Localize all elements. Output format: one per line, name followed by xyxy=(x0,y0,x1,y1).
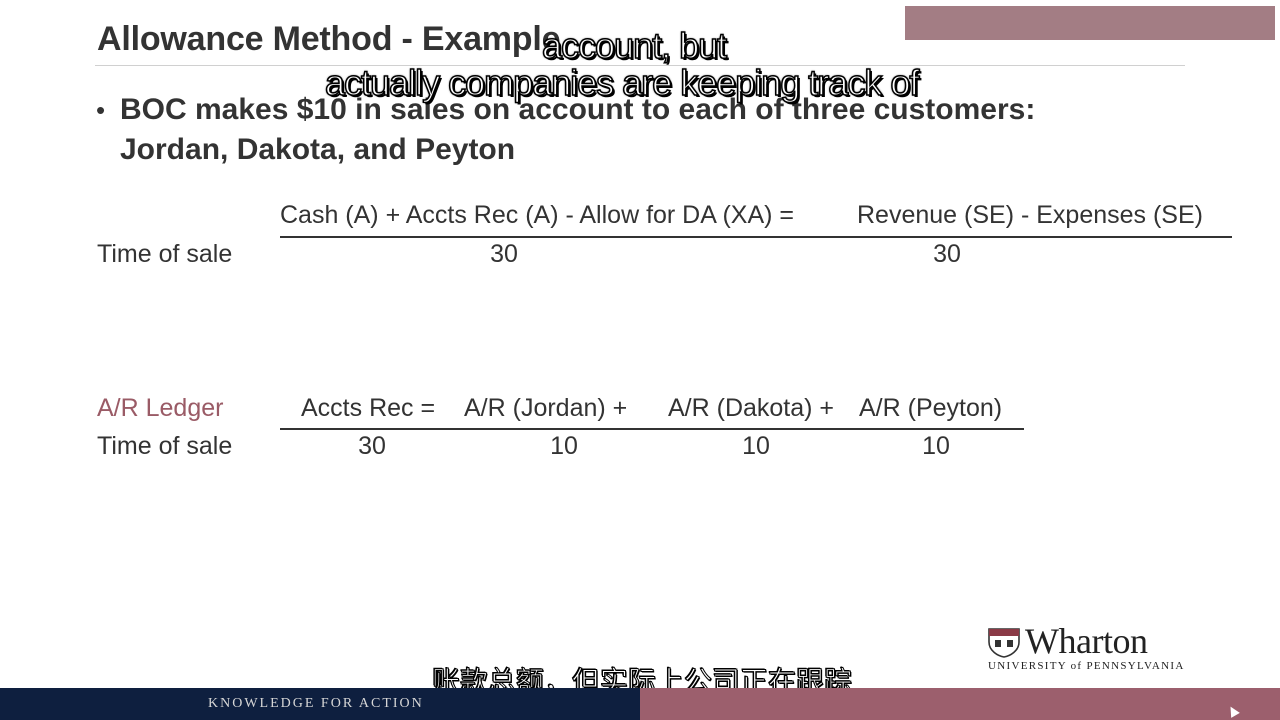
slide-title: Allowance Method - Example xyxy=(97,20,561,58)
bullet-text-line-2: Jordan, Dakota, and Peyton xyxy=(120,133,516,166)
ledger-row-label: Time of sale xyxy=(97,432,233,460)
equation-header-right: Revenue (SE) - Expenses (SE) xyxy=(857,201,1203,229)
logo-subline: UNIVERSITY of PENNSYLVANIA xyxy=(988,660,1185,672)
ledger-underline xyxy=(280,428,1024,430)
subtitle-en-line-2: actually companies are keeping track of xyxy=(324,61,920,104)
ledger-val-jordan: 10 xyxy=(550,432,578,460)
title-divider xyxy=(95,65,1185,66)
ledger-col-dakota: A/R (Dakota) + xyxy=(668,394,835,422)
footer-bar-left xyxy=(0,688,640,720)
ledger-val-peyton: 10 xyxy=(922,432,950,460)
footer-bar-right xyxy=(640,688,1280,720)
video-overlay-bar xyxy=(905,6,1275,40)
equation-row-label: Time of sale xyxy=(97,240,233,268)
ledger-col-peyton: A/R (Peyton) xyxy=(859,394,1003,422)
equation-header-left: Cash (A) + Accts Rec (A) - Allow for DA … xyxy=(280,201,795,229)
bullet-dot-icon: • xyxy=(96,95,106,125)
ledger-col-jordan: A/R (Jordan) + xyxy=(464,394,628,422)
ledger-col-accts-rec: Accts Rec = xyxy=(301,394,436,422)
logo-wordmark: Wharton xyxy=(1025,621,1148,661)
equation-underline xyxy=(280,236,1232,238)
footer-tagline: KNOWLEDGE FOR ACTION xyxy=(208,696,424,711)
shield-icon xyxy=(988,628,1020,658)
equation-revenue-value: 30 xyxy=(933,240,961,268)
wharton-logo: Wharton UNIVERSITY of PENNSYLVANIA xyxy=(988,621,1193,672)
ledger-val-accts-rec: 30 xyxy=(358,432,386,460)
subtitle-en-line-1: account, but xyxy=(541,24,728,67)
bullet-text-line-1: BOC makes $10 in sales on account to eac… xyxy=(120,93,1036,126)
equation-accts-rec-value: 30 xyxy=(490,240,518,268)
ledger-val-dakota: 10 xyxy=(742,432,770,460)
ledger-label: A/R Ledger xyxy=(97,394,224,422)
